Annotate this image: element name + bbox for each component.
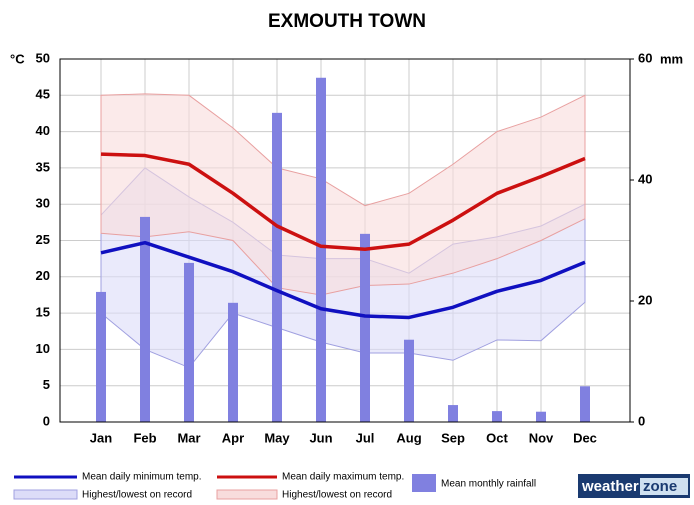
legend-label: Mean daily maximum temp. — [282, 472, 404, 483]
logo-text: zone — [643, 478, 677, 495]
rainfall-bar — [316, 77, 326, 422]
rainfall-bar — [492, 411, 502, 422]
x-tick-label: Jan — [90, 430, 112, 445]
y2-tick-label: 20 — [638, 292, 652, 307]
temp-line — [100, 240, 586, 320]
legend-label: Mean daily minimum temp. — [82, 472, 201, 483]
x-tick-label: Oct — [486, 430, 508, 445]
x-tick-label: Aug — [396, 430, 421, 445]
y-tick-label: 5 — [43, 377, 50, 392]
x-tick-label: Sep — [441, 430, 465, 445]
plot-frame — [59, 58, 631, 423]
temp-line — [100, 152, 586, 251]
legend-swatch — [13, 489, 78, 500]
rainfall-bar — [536, 411, 546, 422]
y-tick-label: 30 — [36, 196, 50, 211]
y-tick-label: 20 — [36, 268, 50, 283]
logo-bg — [640, 478, 688, 495]
y-tick-label: 40 — [36, 123, 50, 138]
x-tick-label: Dec — [573, 430, 597, 445]
x-tick-label: Jun — [309, 430, 332, 445]
y2-tick-label: 40 — [638, 171, 652, 186]
rainfall-bar — [404, 339, 414, 422]
rainfall-bar — [580, 386, 590, 422]
x-tick-label: May — [264, 430, 290, 445]
legend-label: Mean monthly rainfall — [441, 479, 536, 490]
y2-tick-label: 60 — [638, 50, 652, 65]
x-tick-label: Jul — [356, 430, 375, 445]
legend-label: Highest/lowest on record — [282, 490, 392, 500]
y-axis-unit: °C — [10, 51, 25, 66]
rainfall-bar — [184, 262, 194, 422]
y-tick-label: 25 — [36, 232, 50, 247]
rainfall-bar — [96, 291, 106, 422]
rainfall-bar — [228, 302, 238, 422]
y-tick-label: 45 — [36, 87, 50, 102]
y-tick-label: 15 — [36, 305, 50, 320]
x-tick-label: Mar — [177, 430, 200, 445]
y-tick-label: 35 — [36, 159, 50, 174]
legend-label: Highest/lowest on record — [82, 490, 192, 500]
y-tick-label: 10 — [36, 341, 50, 356]
rainfall-bar — [140, 216, 150, 422]
rainfall-bar — [448, 405, 458, 422]
rainfall-bar — [360, 233, 370, 422]
y2-tick-label: 0 — [638, 413, 645, 428]
logo-text: weather — [581, 478, 639, 495]
x-tick-label: Feb — [133, 430, 156, 445]
y-tick-label: 0 — [43, 413, 50, 428]
x-tick-label: Apr — [222, 430, 244, 445]
legend-swatch — [412, 474, 436, 492]
x-tick-label: Nov — [529, 430, 554, 445]
y-tick-label: 50 — [36, 50, 50, 65]
chart-title: EXMOUTH TOWN — [268, 11, 426, 32]
rainfall-bar — [272, 112, 282, 422]
legend-swatch — [216, 489, 278, 500]
y2-axis-unit: mm — [660, 51, 683, 66]
